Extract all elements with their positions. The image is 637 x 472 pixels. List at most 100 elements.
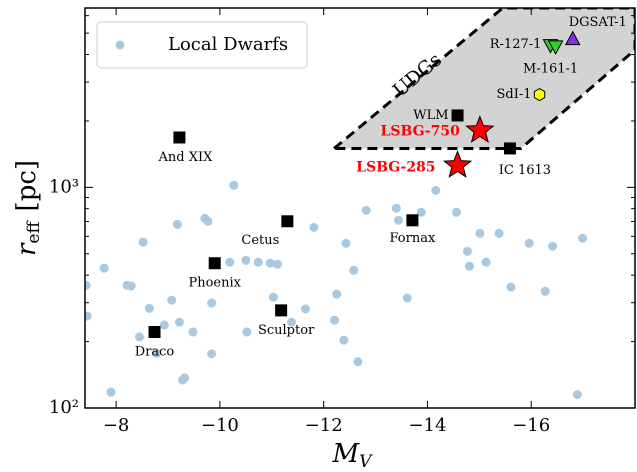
dwarf-point: [172, 219, 182, 229]
dwarf-point: [309, 222, 319, 232]
object-marker: [281, 215, 294, 228]
dwarf-point: [253, 257, 263, 267]
dwarf-point: [188, 327, 198, 337]
object-marker: [451, 109, 464, 122]
object-marker: [547, 40, 564, 55]
dwarf-point: [229, 180, 239, 190]
dwarf-point: [391, 203, 401, 213]
object-label: WLM: [413, 108, 448, 123]
dwarf-point: [393, 215, 403, 225]
object-label: Sculptor: [258, 323, 315, 338]
object-marker: [533, 87, 546, 102]
dwarf-point: [207, 349, 217, 359]
object-label: Fornax: [389, 231, 435, 246]
x-tick-label: −12: [305, 415, 343, 436]
object-label: LSBG-750: [381, 123, 461, 139]
dwarf-point: [85, 280, 91, 290]
y-axis-label: reff [pc]: [12, 160, 44, 256]
object-label: Cetus: [241, 233, 279, 248]
dwarf-point: [241, 255, 251, 265]
object-marker: [442, 150, 473, 178]
dwarf-point: [330, 315, 340, 325]
dwarf-point: [548, 241, 557, 251]
dwarf-point: [462, 246, 472, 256]
object-label: SdI-1: [496, 87, 531, 102]
object-marker: [406, 214, 419, 227]
dwarf-point: [481, 257, 491, 267]
dwarf-point: [287, 317, 297, 327]
y-label-symbol: r: [12, 242, 42, 256]
y-label-subscript: eff: [24, 220, 44, 244]
dwarf-point: [138, 237, 148, 247]
dwarf-point: [144, 303, 154, 313]
y-tick-label: 10³: [49, 176, 79, 197]
dwarf-point: [159, 320, 169, 330]
object-label: LSBG-285: [356, 159, 435, 175]
dwarf-point: [207, 298, 217, 308]
object-label: DGSAT-1: [569, 15, 627, 30]
dwarf-point: [361, 205, 371, 215]
dwarf-point: [524, 238, 534, 248]
dwarf-point: [339, 335, 349, 345]
dwarf-point: [464, 261, 474, 271]
x-tick-label: −16: [512, 415, 550, 436]
legend-marker: [115, 40, 125, 50]
dwarf-point: [126, 281, 136, 291]
dwarf-point: [265, 258, 275, 268]
dwarf-point: [349, 265, 359, 275]
object-label: R-127-1: [490, 37, 542, 52]
dwarf-point: [332, 289, 342, 299]
dwarf-point: [242, 327, 252, 337]
object-label: Phoenix: [188, 276, 241, 291]
object-marker: [465, 115, 495, 143]
dwarf-point: [200, 213, 210, 223]
y-tick-label: 10²: [49, 397, 79, 418]
plot-area: UDGs: [85, 8, 635, 400]
dwarf-point: [180, 373, 190, 383]
dwarf-point: [174, 317, 184, 327]
dwarf-point: [99, 263, 109, 273]
dwarf-point: [273, 259, 282, 269]
x-label-subscript: V: [359, 452, 373, 472]
object-marker: [564, 30, 581, 46]
object-marker: [173, 131, 186, 144]
dwarf-point: [431, 185, 441, 195]
dwarf-point: [578, 233, 588, 243]
dwarf-point: [494, 228, 504, 238]
dwarf-point: [506, 282, 516, 292]
legend-box: [96, 21, 308, 69]
dwarf-point: [353, 357, 363, 367]
dwarf-point: [301, 304, 311, 314]
object-marker: [503, 142, 516, 155]
dwarf-point: [341, 238, 351, 248]
object-label: IC 1613: [499, 163, 551, 178]
x-tick-label: −14: [408, 415, 446, 436]
object-label: M-161-1: [523, 61, 578, 76]
dwarf-point: [268, 292, 278, 302]
legend-label: Local Dwarfs: [168, 34, 288, 55]
dwarf-point: [540, 286, 550, 296]
dwarf-point: [475, 228, 485, 238]
x-tick-label: −10: [201, 415, 239, 436]
dwarf-point: [85, 311, 92, 321]
dwarf-point: [134, 332, 144, 342]
y-label-unit: [pc]: [12, 160, 42, 212]
object-label: And XIX: [157, 150, 213, 165]
object-marker: [275, 304, 288, 317]
dwarf-point: [225, 257, 235, 267]
frame: [84, 7, 636, 409]
dwarf-point: [106, 387, 116, 397]
x-axis-label: MV: [332, 439, 374, 472]
x-tick-label: −8: [103, 415, 130, 436]
dwarf-point: [152, 348, 162, 358]
dwarf-point: [402, 293, 412, 303]
x-label-symbol: M: [332, 439, 361, 469]
object-label: Draco: [135, 345, 175, 360]
object-marker: [208, 257, 221, 270]
dwarf-point: [167, 295, 177, 305]
dwarf-point: [452, 207, 462, 217]
object-marker: [148, 326, 161, 339]
dwarf-point: [572, 390, 582, 400]
dwarf-point: [416, 207, 426, 217]
